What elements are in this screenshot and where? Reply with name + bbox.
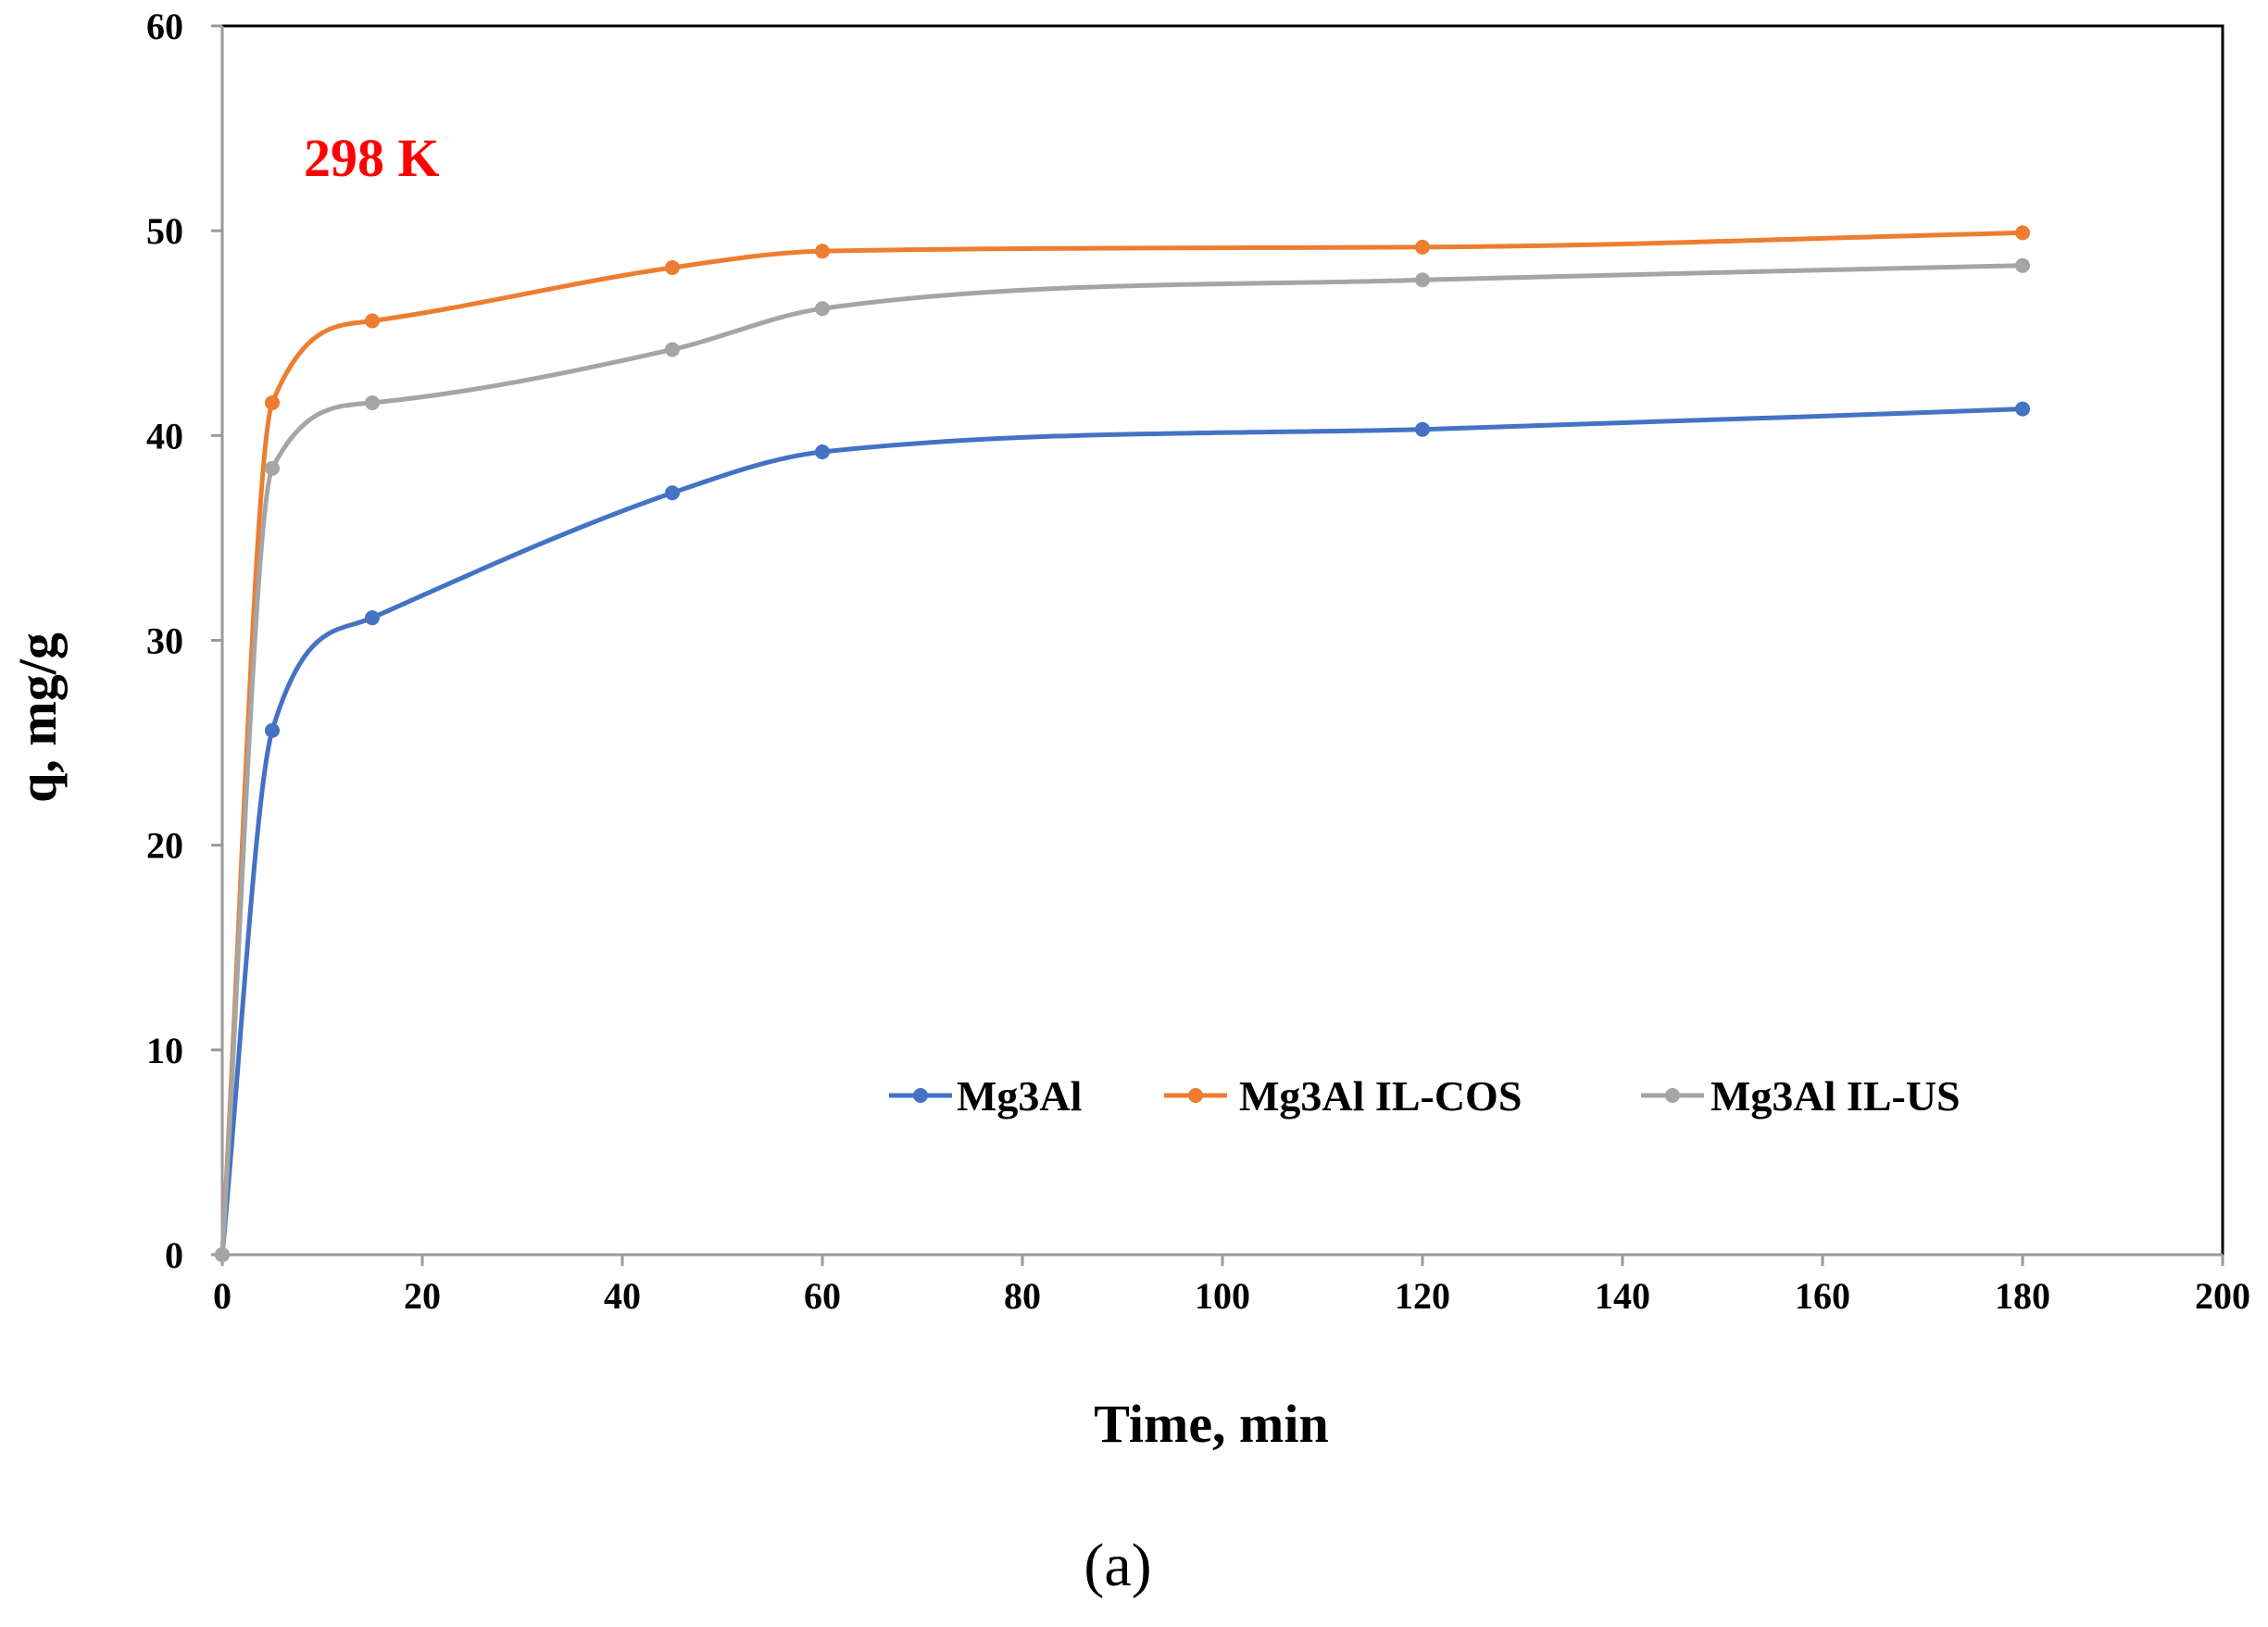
legend-label-mg3al: Mg3Al [957,1072,1082,1120]
y-tick-label: 40 [146,415,183,457]
series-layer [215,225,2030,1262]
series-line-mg3al-il-us [219,263,2024,1256]
legend-marker-mg3al-il-us [1665,1088,1680,1103]
y-tick-label: 10 [146,1030,183,1071]
x-tick-label: 160 [1795,1275,1850,1317]
y-axis-title: q, mg/g [7,632,68,803]
data-point-mg3al-il-cos [1415,239,1430,255]
series-mg3al-il-us [215,257,2030,1262]
series-mg3al [215,401,2030,1262]
figure-caption: (a) [1084,1532,1151,1599]
data-point-mg3al [365,610,380,626]
data-point-mg3al-il-us [665,342,680,357]
y-tick-label: 0 [165,1234,183,1276]
annotation-temperature: 298 K [304,128,440,188]
data-point-mg3al-il-us [265,460,280,476]
y-tick-label: 30 [146,620,183,662]
x-tick-label: 180 [1995,1275,2050,1317]
x-tick-label: 80 [1004,1275,1041,1317]
x-tick-label: 0 [213,1275,232,1317]
data-point-mg3al-il-cos [665,259,680,275]
x-tick-label: 120 [1395,1275,1450,1317]
axis-ticks: 0 20 40 60 80 100 120 140 160 180 200 0 10 20 30 40 50 60 [146,6,2250,1317]
data-point-mg3al-il-us [815,301,830,317]
x-tick-label: 20 [404,1275,441,1317]
y-tick-label: 50 [146,210,183,252]
data-point-mg3al-il-us [2015,257,2030,273]
x-axis-title: Time, min [1094,1394,1329,1454]
y-tick-label: 20 [146,825,183,867]
x-tick-label: 60 [804,1275,841,1317]
data-point-mg3al [1415,421,1430,437]
legend-marker-mg3al-il-cos [1188,1088,1203,1103]
data-point-mg3al [2015,401,2030,417]
y-tick-label: 60 [146,6,183,47]
legend-marker-mg3al [913,1088,928,1103]
x-tick-label: 100 [1195,1275,1250,1317]
data-point-mg3al [815,444,830,460]
data-point-mg3al [665,485,680,501]
plot-area-frame [220,24,2224,1257]
legend-label-mg3al-il-us: Mg3Al IL-US [1710,1072,1961,1120]
series-mg3al-il-cos [215,225,2030,1262]
legend-label-mg3al-il-cos: Mg3Al IL-COS [1239,1072,1522,1120]
data-point-mg3al-il-us [365,394,380,410]
legend: Mg3Al Mg3Al IL-COS Mg3Al IL-US [889,1072,1961,1120]
data-point-mg3al-il-us [215,1247,230,1262]
x-tick-label: 40 [604,1275,641,1317]
data-point-mg3al [265,722,280,738]
data-point-mg3al-il-us [1415,272,1430,288]
x-tick-label: 200 [2195,1275,2250,1317]
series-line-mg3al [219,407,2024,1256]
x-tick-label: 140 [1595,1275,1650,1317]
data-point-mg3al-il-cos [265,394,280,410]
data-point-mg3al-il-cos [2015,225,2030,241]
data-point-mg3al-il-cos [815,244,830,259]
data-point-mg3al-il-cos [365,313,380,329]
